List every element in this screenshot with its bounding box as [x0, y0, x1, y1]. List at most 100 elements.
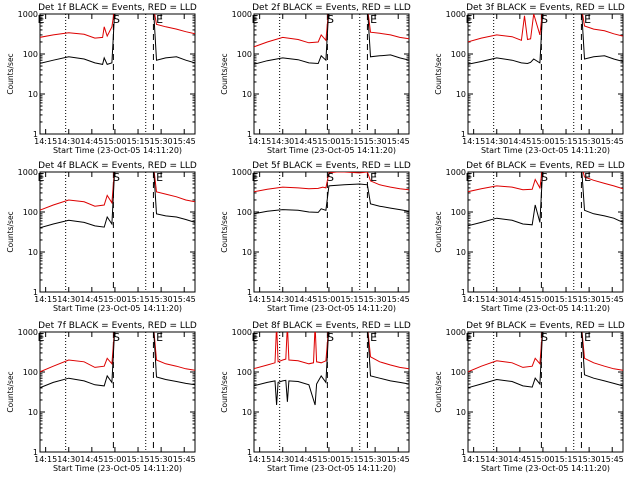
x-tick-label: 15:45: [173, 455, 196, 464]
y-tick-label: 1: [461, 288, 466, 297]
x-tick-label: 14:30: [271, 295, 294, 304]
marker-label: S: [113, 331, 120, 344]
y-tick-label: 1000: [232, 328, 252, 337]
x-tick-label: 15:00: [531, 295, 554, 304]
marker-label: S: [541, 171, 548, 184]
x-tick-label: 14:15: [462, 455, 485, 464]
marker-label: S: [541, 331, 548, 344]
series-red-line: [254, 332, 409, 370]
y-tick-label: 1000: [446, 10, 466, 19]
x-tick-label: 15:45: [387, 295, 410, 304]
marker-label: S: [327, 171, 334, 184]
marker-label: E: [156, 331, 163, 344]
x-tick-label: 15:00: [103, 137, 126, 146]
y-tick-label: 1000: [446, 328, 466, 337]
panel-det-7: Det 7f BLACK = Events, RED = LLD 1 10 100 10…: [6, 321, 197, 473]
series-black-line: [254, 14, 409, 65]
x-tick-label: 15:30: [364, 455, 387, 464]
y-tick-label: 10: [456, 408, 466, 417]
y-tick-label: 1000: [232, 168, 252, 177]
x-tick-label: 15:30: [578, 455, 601, 464]
series-black-line: [254, 332, 409, 406]
x-tick-label: 15:30: [150, 137, 173, 146]
x-tick-label: 15:45: [173, 295, 196, 304]
x-tick-label: 14:45: [508, 455, 531, 464]
y-axis-label: Counts/sec: [6, 211, 15, 252]
series-red-line: [40, 14, 195, 39]
y-tick-label: 100: [451, 208, 466, 217]
y-tick-label: 100: [23, 50, 38, 59]
x-tick-label: 14:15: [462, 295, 485, 304]
panel-title: Det 1f BLACK = Events, RED = LLD: [38, 3, 197, 13]
x-tick-label: 14:45: [80, 295, 103, 304]
x-tick-label: 14:30: [485, 455, 508, 464]
series-black-line: [40, 172, 195, 229]
y-axis-label: Counts/sec: [220, 211, 229, 252]
x-tick-label: 14:15: [34, 137, 57, 146]
marker-label: E: [466, 171, 473, 184]
panel-title: Det 7f BLACK = Events, RED = LLD: [38, 321, 197, 331]
plot-frame: [467, 13, 624, 135]
marker-label: E: [584, 331, 591, 344]
panel-det-5: Det 5f BLACK = Events, RED = LLD 1 10 100 10…: [220, 161, 411, 313]
x-tick-label: 14:30: [57, 137, 80, 146]
marker-label: E: [584, 171, 591, 184]
marker-label: E: [38, 331, 45, 344]
y-tick-label: 1000: [232, 10, 252, 19]
y-tick-label: 1000: [18, 168, 38, 177]
x-axis-label: Start Time (23-Oct-05 14:11:20): [53, 464, 182, 473]
x-tick-label: 15:15: [554, 455, 577, 464]
marker-label: S: [327, 13, 334, 26]
panel-title: Det 3f BLACK = Events, RED = LLD: [466, 3, 625, 13]
panel-det-1: Det 1f BLACK = Events, RED = LLD 1 10 100 10…: [6, 3, 197, 155]
x-tick-label: 14:30: [57, 455, 80, 464]
marker-label: E: [370, 13, 377, 26]
x-tick-label: 15:00: [317, 295, 340, 304]
y-tick-label: 1: [247, 288, 252, 297]
x-tick-label: 14:15: [34, 455, 57, 464]
series-red-line: [468, 332, 623, 373]
marker-label: E: [466, 331, 473, 344]
y-tick-label: 1000: [446, 168, 466, 177]
series-black-line: [468, 172, 623, 227]
panel-title: Det 2f BLACK = Events, RED = LLD: [252, 3, 411, 13]
y-tick-label: 1: [461, 130, 466, 139]
y-tick-label: 1: [247, 448, 252, 457]
y-tick-label: 1: [33, 448, 38, 457]
panel-det-2: Det 2f BLACK = Events, RED = LLD 1 10 100 10…: [220, 3, 411, 155]
y-tick-label: 100: [23, 208, 38, 217]
y-tick-label: 1: [33, 130, 38, 139]
marker-label: S: [113, 171, 120, 184]
panel-title: Det 5f BLACK = Events, RED = LLD: [252, 161, 411, 171]
y-tick-label: 10: [28, 90, 38, 99]
panel-title: Det 8f BLACK = Events, RED = LLD: [252, 321, 411, 331]
y-tick-label: 10: [28, 408, 38, 417]
x-tick-label: 15:30: [364, 295, 387, 304]
x-tick-label: 15:00: [103, 455, 126, 464]
x-tick-label: 15:00: [103, 295, 126, 304]
plot-frame: [253, 13, 410, 135]
x-tick-label: 15:30: [364, 137, 387, 146]
x-axis-label: Start Time (23-Oct-05 14:11:20): [267, 464, 396, 473]
series-red-line: [254, 14, 409, 48]
x-tick-label: 15:15: [126, 137, 149, 146]
plot-frame: [39, 331, 196, 453]
plot-frame: [253, 171, 410, 293]
marker-label: E: [466, 13, 473, 26]
panel-title: Det 9f BLACK = Events, RED = LLD: [466, 321, 625, 331]
x-tick-label: 14:15: [34, 295, 57, 304]
y-tick-label: 1: [247, 130, 252, 139]
y-axis-label: Counts/sec: [434, 371, 443, 412]
marker-label: E: [584, 13, 591, 26]
y-axis-label: Counts/sec: [6, 53, 15, 94]
x-tick-label: 14:15: [248, 137, 271, 146]
marker-label: E: [252, 13, 259, 26]
y-tick-label: 100: [451, 50, 466, 59]
x-tick-label: 14:45: [294, 455, 317, 464]
x-tick-label: 14:45: [294, 295, 317, 304]
y-tick-label: 1: [461, 448, 466, 457]
x-tick-label: 14:15: [462, 137, 485, 146]
marker-label: E: [38, 171, 45, 184]
marker-label: E: [252, 331, 259, 344]
x-tick-label: 14:15: [248, 295, 271, 304]
